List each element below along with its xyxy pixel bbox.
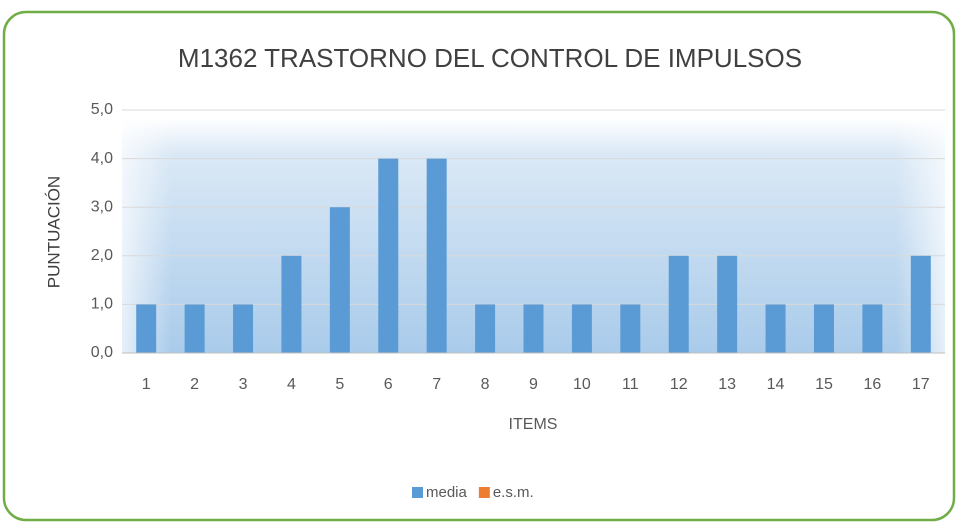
bar bbox=[523, 304, 544, 353]
legend-label: e.s.m. bbox=[493, 484, 534, 501]
bar bbox=[426, 158, 447, 353]
bar bbox=[233, 304, 254, 353]
x-tick-label: 1 bbox=[142, 376, 151, 393]
x-tick-label: 5 bbox=[335, 376, 344, 393]
legend-swatch bbox=[412, 487, 423, 498]
bar bbox=[765, 304, 786, 353]
legend-swatch bbox=[478, 487, 490, 498]
y-tick-label: 1,0 bbox=[91, 296, 113, 313]
bar bbox=[717, 255, 738, 353]
bar bbox=[184, 304, 205, 353]
bar bbox=[281, 255, 302, 353]
y-tick-label: 0,0 bbox=[91, 344, 113, 361]
x-tick-label: 9 bbox=[529, 376, 538, 393]
bar bbox=[136, 304, 157, 353]
x-tick-label: 17 bbox=[912, 376, 930, 393]
bar bbox=[910, 255, 931, 353]
legend-label: media bbox=[426, 484, 468, 501]
bar bbox=[571, 304, 592, 353]
x-tick-label: 14 bbox=[767, 376, 785, 393]
chart-title: M1362 TRASTORNO DEL CONTROL DE IMPULSOS bbox=[178, 43, 802, 73]
x-axis-label: ITEMS bbox=[509, 416, 558, 433]
x-tick-label: 6 bbox=[384, 376, 393, 393]
bar bbox=[329, 207, 350, 353]
bar bbox=[378, 158, 399, 353]
bar bbox=[668, 255, 689, 353]
y-tick-label: 2,0 bbox=[91, 247, 113, 264]
x-tick-label: 11 bbox=[622, 376, 639, 393]
y-tick-label: 4,0 bbox=[91, 150, 113, 167]
x-tick-label: 10 bbox=[573, 376, 591, 393]
y-tick-label: 3,0 bbox=[91, 198, 113, 215]
y-tick-label: 5,0 bbox=[91, 101, 113, 118]
x-tick-label: 7 bbox=[432, 376, 441, 393]
bar bbox=[813, 304, 834, 353]
bar bbox=[475, 304, 496, 353]
x-tick-label: 12 bbox=[670, 376, 688, 393]
x-tick-label: 4 bbox=[287, 376, 296, 393]
x-tick-label: 8 bbox=[481, 376, 490, 393]
bar bbox=[620, 304, 641, 353]
y-axis-label: PUNTUACIÓN bbox=[44, 176, 63, 288]
x-tick-label: 16 bbox=[863, 376, 881, 393]
x-tick-label: 15 bbox=[815, 376, 833, 393]
x-tick-label: 13 bbox=[718, 376, 736, 393]
x-tick-label: 2 bbox=[190, 376, 199, 393]
bar bbox=[862, 304, 883, 353]
x-tick-label: 3 bbox=[239, 376, 248, 393]
